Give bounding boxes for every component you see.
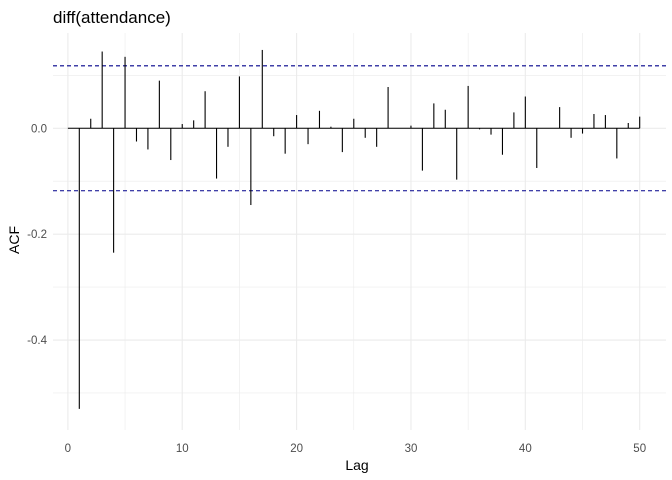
x-tick-label: 40 xyxy=(519,443,532,455)
y-tick-labels: -0.4 -0.2 0.0 xyxy=(27,123,47,347)
x-tick-label: 50 xyxy=(633,443,646,455)
y-axis-title: ACF xyxy=(6,226,22,254)
y-tick-label: -0.2 xyxy=(27,229,47,241)
y-tick-label: 0.0 xyxy=(31,123,47,135)
x-tick-label: 20 xyxy=(290,443,303,455)
x-tick-label: 30 xyxy=(405,443,418,455)
y-tick-label: -0.4 xyxy=(27,335,47,347)
grid xyxy=(53,33,666,430)
x-tick-label: 10 xyxy=(176,443,189,455)
x-tick-labels: 0 10 20 30 40 50 xyxy=(65,443,646,455)
chart-title: diff(attendance) xyxy=(53,8,171,27)
x-tick-label: 0 xyxy=(65,443,71,455)
x-axis-title: Lag xyxy=(345,457,368,473)
acf-bars xyxy=(78,49,641,409)
